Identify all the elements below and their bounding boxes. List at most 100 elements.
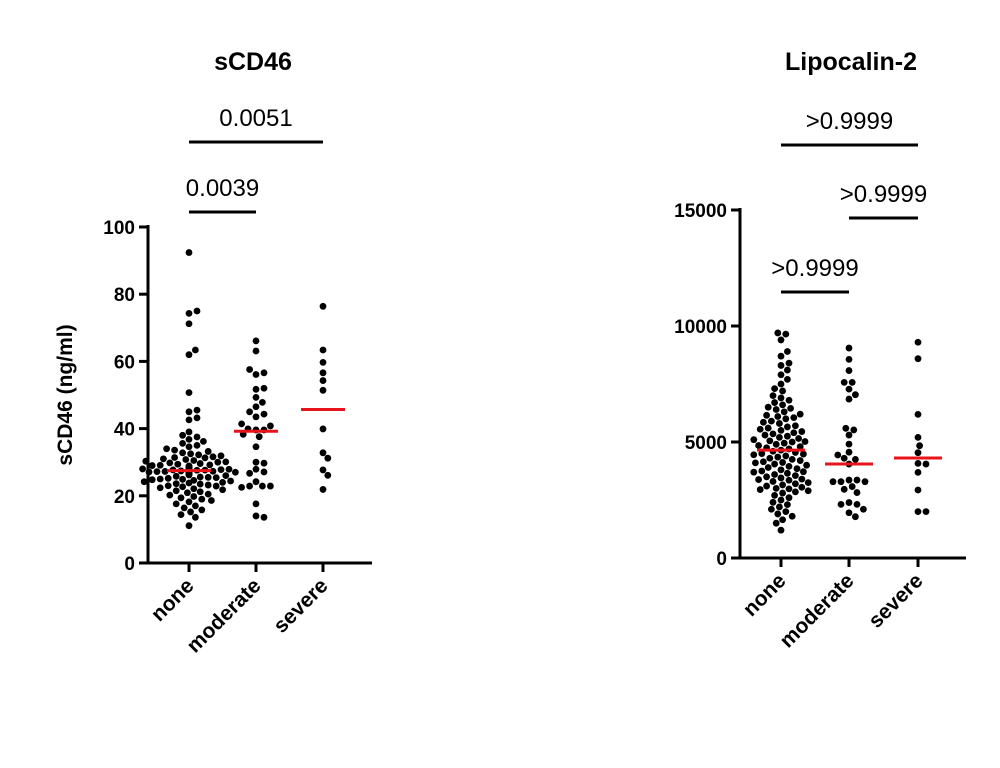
data-point-moderate (829, 478, 837, 486)
data-point-moderate (252, 458, 260, 466)
data-point-none (772, 519, 780, 527)
data-point-none (801, 438, 809, 445)
data-point-moderate (252, 500, 260, 508)
data-point-severe (914, 338, 922, 346)
data-point-none (766, 437, 774, 445)
data-point-none (769, 498, 777, 506)
data-point-none (796, 410, 804, 418)
data-point-none (769, 478, 777, 485)
data-point-none (776, 433, 783, 441)
data-point-none (764, 464, 772, 471)
data-point-none (209, 453, 217, 461)
data-point-none (172, 480, 180, 488)
data-point-none (785, 485, 793, 493)
data-point-none (164, 482, 172, 490)
y-tick-label: 100 (103, 218, 135, 239)
data-point-none (755, 442, 762, 449)
data-point-none (768, 417, 775, 425)
data-point-none (777, 474, 785, 482)
data-point-none (798, 428, 806, 435)
data-point-none (785, 462, 793, 470)
data-point-none (196, 480, 204, 488)
data-point-severe (319, 486, 327, 493)
data-point-moderate (246, 482, 254, 490)
data-point-none (187, 508, 195, 516)
data-point-none (232, 468, 239, 476)
data-point-severe (319, 466, 327, 474)
data-point-moderate (845, 395, 853, 403)
data-point-none (185, 408, 193, 416)
y-tick-label: 0 (716, 549, 727, 570)
data-point-none (190, 493, 198, 500)
data-point-none (209, 467, 217, 475)
data-point-none (796, 457, 804, 464)
plot-0: sCD46 sCD46 (ng/ml) 0 20 40 60 80 100 nonemodera… (54, 48, 372, 657)
data-point-moderate (252, 385, 260, 393)
data-point-moderate (840, 485, 848, 493)
y-axis-label: sCD46 (ng/ml) (54, 324, 77, 465)
data-point-severe (319, 377, 327, 384)
data-point-none (771, 491, 778, 499)
data-point-moderate (845, 499, 853, 506)
data-point-none (755, 476, 762, 483)
data-point-moderate (852, 391, 859, 399)
data-point-none (772, 406, 780, 413)
data-point-none (764, 424, 772, 432)
data-point-moderate (853, 501, 861, 508)
data-point-none (771, 460, 778, 468)
data-point-none (185, 462, 193, 470)
data-point-none (185, 435, 193, 443)
data-point-moderate (252, 371, 260, 378)
data-point-none (193, 307, 201, 315)
data-point-severe (319, 425, 327, 433)
data-point-severe (914, 410, 922, 418)
data-point-none (790, 414, 798, 422)
data-point-none (777, 394, 785, 402)
data-point-none (779, 516, 786, 524)
data-point-none (182, 456, 190, 463)
data-point-none (784, 432, 791, 440)
data-point-none (171, 446, 179, 454)
data-point-none (777, 362, 785, 369)
p-value-label: 0.0039 (186, 175, 259, 202)
data-point-none (779, 489, 786, 497)
data-point-none (156, 461, 164, 469)
data-point-none (785, 396, 793, 404)
data-point-none (192, 346, 199, 354)
x-tick-label: moderate (182, 574, 265, 657)
data-point-severe (319, 346, 327, 354)
data-point-none (166, 491, 174, 499)
data-point-severe (914, 459, 922, 467)
x-tick-label: none (147, 574, 199, 626)
data-point-moderate (852, 513, 859, 521)
data-point-none (787, 404, 794, 412)
data-point-none (752, 459, 759, 467)
data-point-moderate (252, 465, 260, 473)
data-point-none (156, 484, 164, 492)
data-point-none (795, 435, 802, 442)
data-point-none (788, 438, 796, 446)
data-point-moderate (238, 420, 246, 428)
data-point-none (793, 465, 801, 473)
data-point-moderate (853, 476, 861, 484)
data-point-severe (319, 449, 327, 457)
data-point-none (185, 522, 193, 530)
p-value-label: >0.9999 (771, 255, 858, 282)
data-point-none (185, 309, 193, 317)
data-point-moderate (260, 369, 268, 377)
data-point-none (777, 336, 785, 344)
data-point-none (222, 472, 230, 480)
data-point-none (185, 471, 193, 479)
data-point-moderate (850, 426, 858, 434)
data-point-none (774, 510, 782, 518)
data-point-none (784, 423, 791, 431)
data-point-none (195, 451, 203, 459)
data-point-none (219, 486, 227, 494)
data-point-none (800, 450, 807, 458)
data-point-none (784, 348, 791, 355)
data-point-none (776, 420, 783, 427)
data-point-none (772, 440, 780, 448)
data-point-none (185, 416, 193, 424)
data-point-moderate (845, 476, 853, 484)
